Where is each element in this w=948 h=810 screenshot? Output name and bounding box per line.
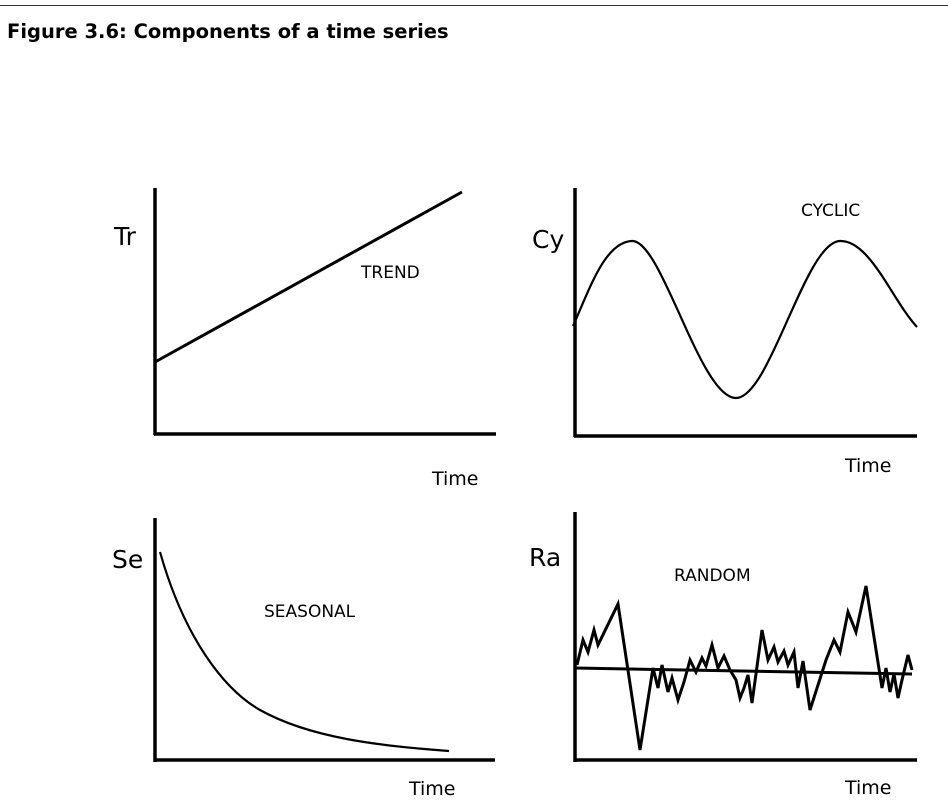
cyclic-caption: CYCLIC (801, 201, 860, 221)
random-caption: RANDOM (674, 566, 751, 586)
trend-x-label: Time (431, 468, 479, 490)
random-axis-letter: Ra (529, 543, 561, 572)
trend-line (154, 190, 463, 364)
cyclic-axis-letter: Cy (532, 225, 564, 254)
seasonal-axis-letter: Se (112, 545, 143, 574)
cyclic-wave (571, 239, 918, 400)
figure-title: Figure 3.6: Components of a time series (7, 20, 449, 43)
random-noise-line (575, 585, 914, 751)
seasonal-caption: SEASONAL (264, 602, 356, 622)
trend-panel: Tr TREND Time (113, 188, 496, 490)
trend-caption: TREND (360, 263, 420, 283)
seasonal-x-label: Time (408, 778, 456, 800)
random-mean-line (574, 666, 913, 676)
top-rule (0, 5, 948, 6)
trend-axis-letter: Tr (113, 222, 137, 251)
seasonal-curve (158, 551, 450, 753)
random-x-label: Time (844, 777, 892, 799)
cyclic-panel: Cy CYCLIC Time (532, 188, 918, 477)
seasonal-panel: Se SEASONAL Time (112, 518, 495, 800)
random-panel: Ra RANDOM Time (529, 512, 917, 799)
cyclic-x-label: Time (844, 455, 892, 477)
